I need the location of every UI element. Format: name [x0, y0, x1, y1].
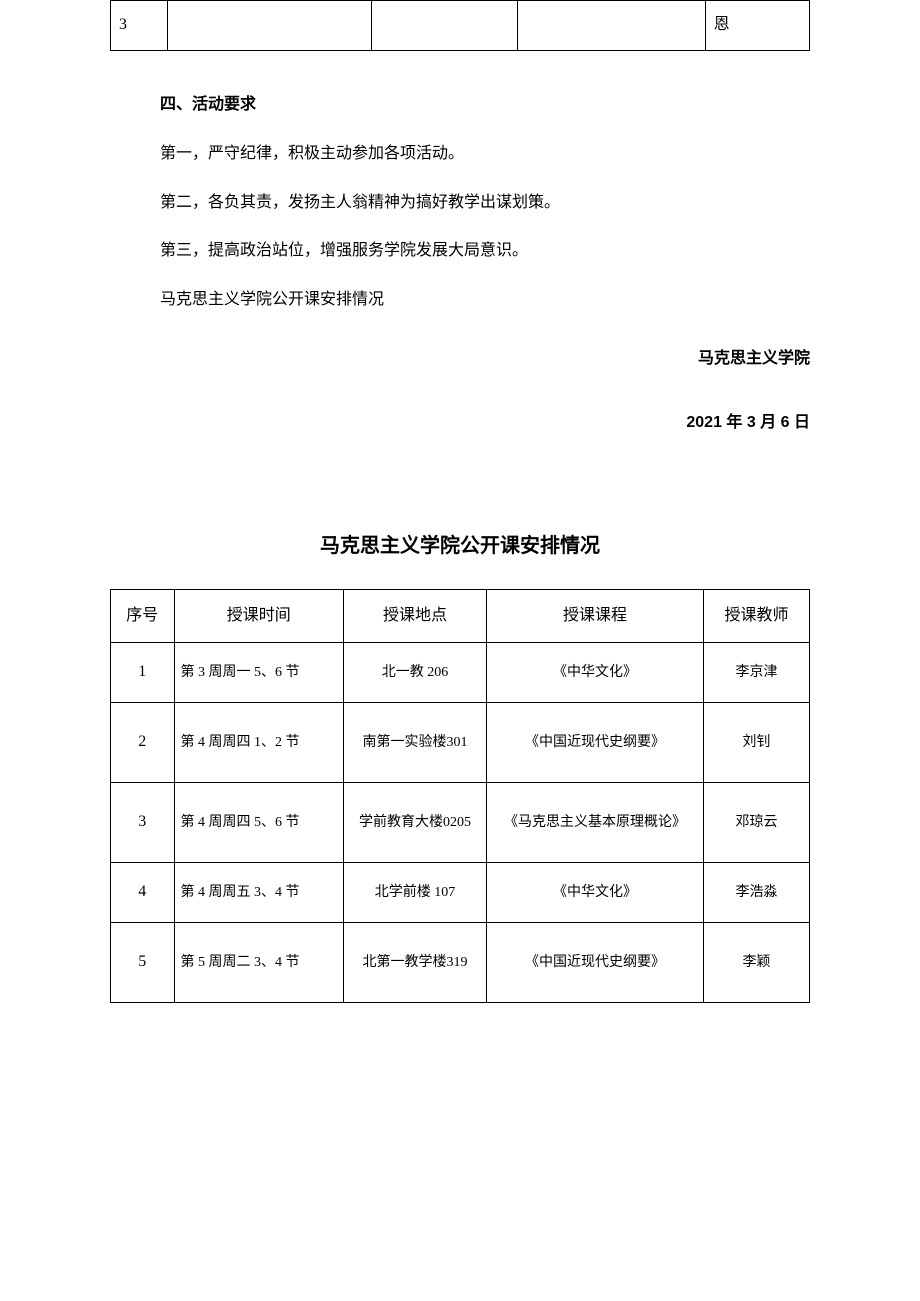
fragment-table: 3 恩 — [110, 0, 810, 51]
schedule-row: 1第 3 周周一 5、6 节北一教 206《中华文化》李京津 — [111, 643, 810, 703]
header-teacher: 授课教师 — [704, 589, 810, 643]
cell-course: 《中国近现代史纲要》 — [486, 923, 703, 1003]
cell-place: 学前教育大楼0205 — [343, 783, 486, 863]
cell-course: 《中华文化》 — [486, 643, 703, 703]
header-num: 序号 — [111, 589, 175, 643]
cell-time: 第 4 周周四 5、6 节 — [174, 783, 343, 863]
cell-course: 《马克思主义基本原理概论》 — [486, 783, 703, 863]
cell-place: 北第一教学楼319 — [343, 923, 486, 1003]
header-place: 授课地点 — [343, 589, 486, 643]
header-time: 授课时间 — [174, 589, 343, 643]
cell-place: 北一教 206 — [343, 643, 486, 703]
cell-teacher: 邓琼云 — [704, 783, 810, 863]
schedule-table: 序号 授课时间 授课地点 授课课程 授课教师 1第 3 周周一 5、6 节北一教… — [110, 589, 810, 1004]
schedule-row: 4第 4 周周五 3、4 节北学前楼 107《中华文化》李浩淼 — [111, 863, 810, 923]
fragment-cell-4 — [517, 1, 705, 51]
schedule-header-row: 序号 授课时间 授课地点 授课课程 授课教师 — [111, 589, 810, 643]
section-4-heading: 四、活动要求 — [160, 91, 810, 120]
fragment-cell-3 — [371, 1, 517, 51]
fragment-cell-2 — [168, 1, 371, 51]
signature-block: 马克思主义学院 2021 年 3 月 6 日 — [0, 345, 920, 438]
requirement-3: 第三，提高政治站位，增强服务学院发展大局意识。 — [160, 237, 810, 266]
fragment-row: 3 恩 — [111, 1, 810, 51]
cell-num: 1 — [111, 643, 175, 703]
cell-teacher: 刘钊 — [704, 703, 810, 783]
cell-time: 第 5 周周二 3、4 节 — [174, 923, 343, 1003]
cell-num: 4 — [111, 863, 175, 923]
cell-num: 5 — [111, 923, 175, 1003]
content-block: 四、活动要求 第一，严守纪律，积极主动参加各项活动。 第二，各负其责，发扬主人翁… — [0, 91, 920, 315]
cell-teacher: 李颖 — [704, 923, 810, 1003]
schedule-row: 2第 4 周周四 1、2 节南第一实验楼301《中国近现代史纲要》刘钊 — [111, 703, 810, 783]
header-course: 授课课程 — [486, 589, 703, 643]
cell-num: 3 — [111, 783, 175, 863]
cell-num: 2 — [111, 703, 175, 783]
signature-org: 马克思主义学院 — [0, 345, 810, 374]
cell-time: 第 4 周周五 3、4 节 — [174, 863, 343, 923]
cell-time: 第 4 周周四 1、2 节 — [174, 703, 343, 783]
cell-time: 第 3 周周一 5、6 节 — [174, 643, 343, 703]
fragment-cell-1: 3 — [111, 1, 168, 51]
fragment-cell-5: 恩 — [705, 1, 809, 51]
schedule-intro: 马克思主义学院公开课安排情况 — [160, 286, 810, 315]
schedule-row: 3第 4 周周四 5、6 节学前教育大楼0205《马克思主义基本原理概论》邓琼云 — [111, 783, 810, 863]
schedule-title: 马克思主义学院公开课安排情况 — [0, 528, 920, 564]
cell-teacher: 李浩淼 — [704, 863, 810, 923]
requirement-1: 第一，严守纪律，积极主动参加各项活动。 — [160, 140, 810, 169]
cell-course: 《中国近现代史纲要》 — [486, 703, 703, 783]
cell-place: 南第一实验楼301 — [343, 703, 486, 783]
cell-place: 北学前楼 107 — [343, 863, 486, 923]
requirement-2: 第二，各负其责，发扬主人翁精神为搞好教学出谋划策。 — [160, 189, 810, 218]
signature-date: 2021 年 3 月 6 日 — [686, 414, 810, 431]
cell-course: 《中华文化》 — [486, 863, 703, 923]
cell-teacher: 李京津 — [704, 643, 810, 703]
schedule-row: 5第 5 周周二 3、4 节北第一教学楼319《中国近现代史纲要》李颖 — [111, 923, 810, 1003]
